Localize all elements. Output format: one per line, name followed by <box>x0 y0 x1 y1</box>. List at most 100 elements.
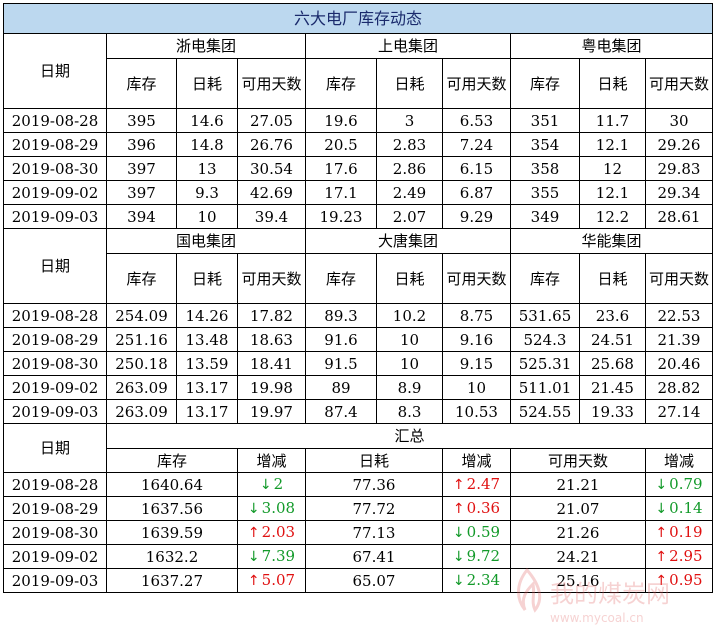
block1-subheader-row: 库存 日耗 可用天数 库存 日耗 可用天数 库存 日耗 可用天数 <box>4 58 713 109</box>
block1-col-days: 可用天数 <box>645 58 713 109</box>
arrow-down-icon: ↓ <box>655 501 668 517</box>
block1-data-row: 2019-08-29 396 14.8 26.76 20.5 2.83 7.24 354 12.… <box>3 132 713 157</box>
arrow-down-icon: ↓ <box>452 573 465 589</box>
block1-col-days: 可用天数 <box>237 58 306 109</box>
block1-col-stock: 库存 <box>510 58 580 109</box>
arrow-up-icon: ↑ <box>655 525 668 541</box>
block2-data-row: 2019-08-30 250.18 13.59 18.41 91.5 10 9.15 525.… <box>3 351 713 376</box>
summary-stock-change-cell: ↑ 5.07 <box>237 568 306 593</box>
block1-value-cell: 394 <box>106 204 177 229</box>
block1-value-cell: 395 <box>106 108 177 133</box>
block1-group-name: 浙电集团 <box>106 33 306 59</box>
summary-col-daily: 日耗 <box>305 448 443 473</box>
block2-value-cell: 251.16 <box>106 327 177 352</box>
block2-value-cell: 8.9 <box>376 375 443 400</box>
block1-value-cell: 6.87 <box>442 180 511 205</box>
block1-col-stock: 库存 <box>106 58 177 109</box>
block1-value-cell: 358 <box>510 156 580 181</box>
summary-col-daily-change: 增减 <box>442 448 511 473</box>
block1-col-daily: 日耗 <box>376 58 443 109</box>
block2-value-cell: 20.46 <box>645 351 713 376</box>
arrow-up-icon: ↑ <box>452 501 465 517</box>
block2-value-cell: 18.41 <box>237 351 306 376</box>
block1-value-cell: 28.61 <box>645 204 713 229</box>
block2-value-cell: 19.33 <box>579 399 646 424</box>
block2-value-cell: 525.31 <box>510 351 580 376</box>
summary-daily-cell: 77.72 <box>305 496 443 521</box>
block2-data-row: 2019-08-29 251.16 13.48 18.63 91.6 10 9.16 524.… <box>3 327 713 352</box>
block2-group-name: 国电集团 <box>106 228 306 254</box>
block2-col-stock: 库存 <box>510 253 580 304</box>
change-value: 0.95 <box>669 571 703 589</box>
block1-group-name: 粤电集团 <box>510 33 713 59</box>
summary-data-row: 2019-09-02 1632.2 ↓ 7.39 67.41 ↓ 9.72 24.21 ↑ 2.9… <box>3 544 713 569</box>
block1-value-cell: 12 <box>579 156 646 181</box>
block1-value-cell: 26.76 <box>237 132 306 157</box>
block1-data-row: 2019-09-03 394 10 39.4 19.23 2.07 9.29 349 12.2 2… <box>3 204 713 229</box>
block2-value-cell: 263.09 <box>106 399 177 424</box>
block1-value-cell: 42.69 <box>237 180 306 205</box>
date-cell: 2019-08-28 <box>3 108 107 133</box>
block2-value-cell: 9.15 <box>442 351 511 376</box>
block1-value-cell: 2.49 <box>376 180 443 205</box>
block1-value-cell: 27.05 <box>237 108 306 133</box>
block2-value-cell: 8.3 <box>376 399 443 424</box>
block1-value-cell: 17.6 <box>305 156 377 181</box>
summary-daily-cell: 67.41 <box>305 544 443 569</box>
arrow-down-icon: ↓ <box>655 477 668 493</box>
block2-value-cell: 25.68 <box>579 351 646 376</box>
summary-col-days: 可用天数 <box>510 448 646 473</box>
block1-data-row: 2019-08-28 395 14.6 27.05 19.6 3 6.53 351 11.7 30 <box>3 108 713 133</box>
block2-value-cell: 17.82 <box>237 303 306 328</box>
summary-stock-cell: 1637.27 <box>106 568 238 593</box>
arrow-up-icon: ↑ <box>247 573 260 589</box>
summary-stock-change-cell: ↓ 3.08 <box>237 496 306 521</box>
summary-daily-cell: 77.36 <box>305 472 443 497</box>
summary-daily-change-cell: ↓ 9.72 <box>442 544 511 569</box>
block2-subheader-row: 库存 日耗 可用天数 库存 日耗 可用天数 库存 日耗 可用天数 <box>4 253 713 304</box>
summary-date-header: 日期 <box>3 423 107 473</box>
block1-col-stock: 库存 <box>305 58 377 109</box>
block2-value-cell: 91.6 <box>305 327 377 352</box>
block2-value-cell: 13.17 <box>176 399 238 424</box>
block1-value-cell: 351 <box>510 108 580 133</box>
block2-value-cell: 13.17 <box>176 375 238 400</box>
block1-value-cell: 9.3 <box>176 180 238 205</box>
block1-value-cell: 2.86 <box>376 156 443 181</box>
block1-value-cell: 6.15 <box>442 156 511 181</box>
block2-data-row: 2019-09-03 263.09 13.17 19.97 87.4 8.3 10.53 52… <box>3 399 713 424</box>
block1-date-header: 日期 <box>3 33 107 109</box>
change-value: 0.79 <box>669 475 703 493</box>
block2-value-cell: 9.16 <box>442 327 511 352</box>
block1-value-cell: 2.07 <box>376 204 443 229</box>
summary-days-cell: 21.21 <box>510 472 646 497</box>
block2-value-cell: 10.2 <box>376 303 443 328</box>
date-cell: 2019-08-28 <box>3 303 107 328</box>
arrow-down-icon: ↓ <box>247 501 260 517</box>
block2-value-cell: 524.3 <box>510 327 580 352</box>
block2-col-stock: 库存 <box>305 253 377 304</box>
block2-value-cell: 13.59 <box>176 351 238 376</box>
summary-daily-change-cell: ↓ 2.34 <box>442 568 511 593</box>
block2-value-cell: 10 <box>376 327 443 352</box>
block2-col-daily: 日耗 <box>176 253 238 304</box>
block2-value-cell: 27.14 <box>645 399 713 424</box>
block1-value-cell: 29.83 <box>645 156 713 181</box>
change-value: 7.39 <box>261 547 296 565</box>
block1-value-cell: 6.53 <box>442 108 511 133</box>
block2-value-cell: 10.53 <box>442 399 511 424</box>
block1-col-daily: 日耗 <box>579 58 646 109</box>
block1-value-cell: 11.7 <box>579 108 646 133</box>
change-value: 0.19 <box>669 523 703 541</box>
block1-value-cell: 29.34 <box>645 180 713 205</box>
date-cell: 2019-09-03 <box>3 568 107 593</box>
block2-date-header: 日期 <box>3 228 107 304</box>
summary-stock-change-cell: ↓ 7.39 <box>237 544 306 569</box>
block2-value-cell: 19.98 <box>237 375 306 400</box>
change-value: 2.34 <box>466 571 501 589</box>
block1-group-row: 日期 浙电集团 上电集团 粤电集团 <box>3 33 713 109</box>
block1-value-cell: 12.1 <box>579 180 646 205</box>
block2-value-cell: 263.09 <box>106 375 177 400</box>
arrow-up-icon: ↑ <box>655 549 668 565</box>
block1-value-cell: 19.6 <box>305 108 377 133</box>
